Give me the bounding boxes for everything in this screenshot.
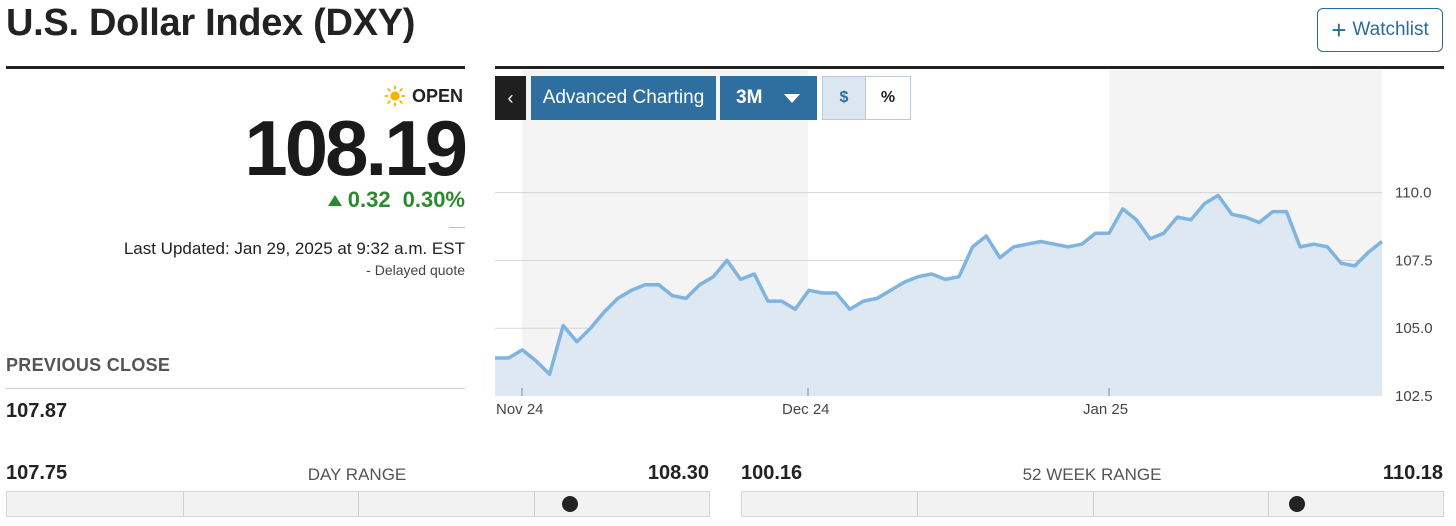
chevron-down-icon — [784, 93, 801, 103]
divider — [495, 66, 1444, 69]
percent-toggle[interactable]: % — [866, 76, 911, 120]
collapse-button[interactable]: ‹ — [495, 76, 526, 120]
change-value: 0.32 — [347, 187, 391, 212]
range-tick — [1093, 492, 1094, 516]
price-chart: 110.0 107.5 105.0 102.5 Nov 24 Dec 24 Jan 25 — [495, 70, 1433, 418]
chevron-left-icon: ‹ — [507, 87, 514, 108]
price-change: 0.32 0.30% — [280, 187, 465, 213]
price-line — [495, 193, 1384, 377]
range-tick — [1268, 492, 1269, 516]
change-percent: 0.30% — [402, 187, 465, 212]
day-range-marker — [562, 496, 579, 512]
divider — [6, 66, 465, 69]
range-tick — [183, 492, 184, 516]
divider — [449, 227, 465, 228]
day-range-low: 107.75 — [6, 462, 68, 484]
market-status-label: OPEN — [412, 85, 464, 106]
day-range-label: DAY RANGE — [307, 465, 407, 484]
previous-close-value: 107.87 — [6, 400, 68, 422]
period-value: 3M — [736, 87, 763, 108]
y-tick-label: 102.5 — [1395, 388, 1433, 405]
watchlist-label: Watchlist — [1352, 19, 1429, 40]
range-tick — [358, 492, 359, 516]
divider — [6, 388, 465, 389]
day-range-bar — [6, 491, 710, 517]
delayed-note: - Delayed quote — [366, 262, 465, 278]
dollar-toggle[interactable]: $ — [822, 76, 866, 120]
advanced-charting-button[interactable]: Advanced Charting — [531, 76, 716, 120]
week52-range-low: 100.16 — [741, 462, 803, 484]
last-price: 108.19 — [244, 104, 468, 192]
price-area — [495, 195, 1382, 396]
y-tick-label: 107.5 — [1395, 252, 1433, 269]
advanced-charting-label: Advanced Charting — [542, 87, 705, 108]
watchlist-button[interactable]: + Watchlist — [1317, 8, 1443, 52]
y-tick-label: 105.0 — [1395, 320, 1433, 337]
page-title: U.S. Dollar Index (DXY) — [6, 2, 416, 44]
week52-range-marker — [1289, 496, 1306, 512]
week52-range-high: 110.18 — [1382, 462, 1443, 484]
market-status: OPEN — [384, 85, 463, 107]
period-select[interactable]: 3M — [720, 76, 817, 120]
week52-range-label: 52 WEEK RANGE — [1022, 465, 1162, 484]
week52-range-bar — [741, 491, 1444, 517]
day-range-high: 108.30 — [647, 462, 709, 484]
up-arrow-icon — [327, 194, 342, 206]
x-tick-label: Dec 24 — [782, 401, 830, 418]
plus-icon: + — [1331, 15, 1347, 45]
y-tick-label: 110.0 — [1395, 185, 1431, 202]
last-updated: Last Updated: Jan 29, 2025 at 9:32 a.m. … — [123, 239, 465, 258]
sun-icon — [384, 85, 406, 107]
range-tick — [534, 492, 535, 516]
x-tick-label: Nov 24 — [496, 401, 544, 418]
range-tick — [917, 492, 918, 516]
previous-close-label: PREVIOUS CLOSE — [6, 355, 171, 375]
x-tick-label: Jan 25 — [1083, 401, 1128, 418]
